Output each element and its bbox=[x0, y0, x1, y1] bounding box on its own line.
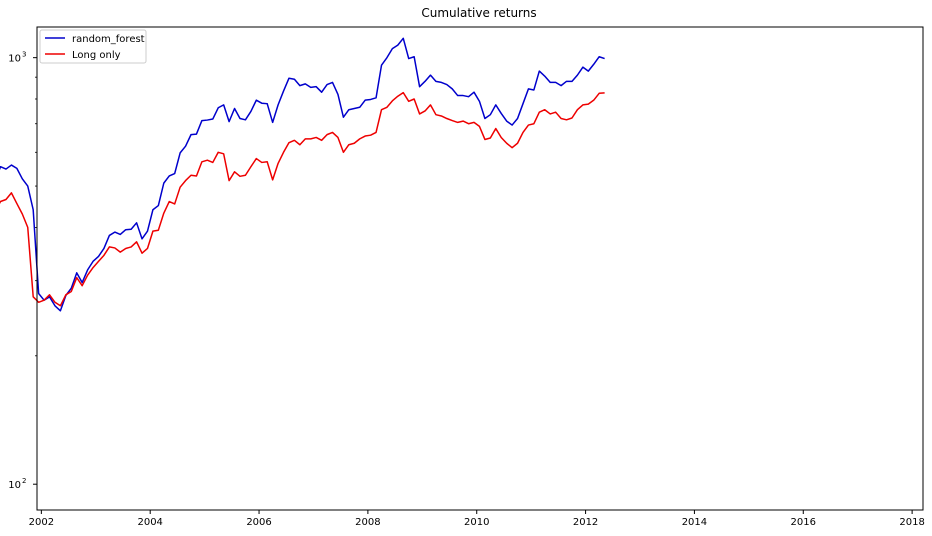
y-tick-exponent: 3 bbox=[22, 51, 26, 59]
legend-entry-label: random_forest bbox=[72, 34, 145, 45]
x-tick-label: 2008 bbox=[355, 517, 380, 528]
x-tick-label: 2004 bbox=[137, 517, 162, 528]
x-tick-label: 2016 bbox=[791, 517, 816, 528]
x-tick-label: 2010 bbox=[464, 517, 489, 528]
x-tick-label: 2002 bbox=[29, 517, 54, 528]
y-tick-label: 10 bbox=[8, 54, 21, 65]
x-tick-label: 2006 bbox=[246, 517, 271, 528]
chart-title: Cumulative returns bbox=[421, 6, 536, 20]
legend-box bbox=[39, 29, 147, 64]
series-line-0 bbox=[0, 37, 605, 312]
legend: random_forest Long only bbox=[39, 29, 147, 64]
x-tick-label: 2012 bbox=[573, 517, 598, 528]
x-tick-label: 2014 bbox=[682, 517, 707, 528]
legend-entry-label: Long only bbox=[72, 50, 121, 61]
y-tick-label: 10 bbox=[8, 480, 21, 491]
plot-area-frame bbox=[36, 26, 924, 511]
series-line-1 bbox=[0, 91, 605, 307]
x-tick-label: 2018 bbox=[899, 517, 924, 528]
series-layer bbox=[0, 37, 605, 312]
y-tick-exponent: 2 bbox=[22, 477, 26, 485]
